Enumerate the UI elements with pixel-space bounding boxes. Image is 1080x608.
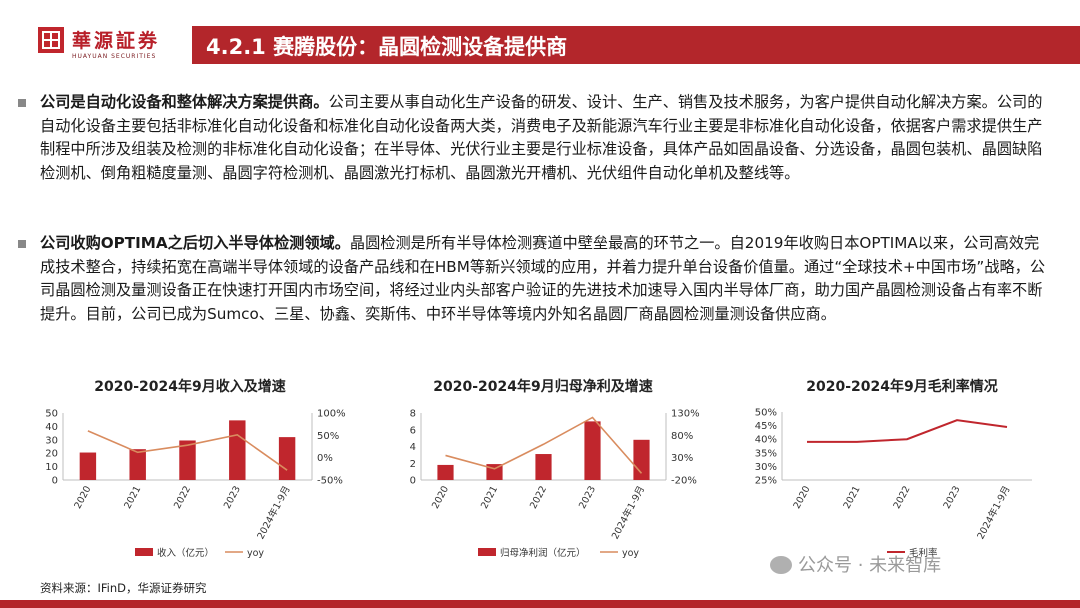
y-tick-label: 35% <box>755 448 777 459</box>
x-tick-label: 2020 <box>792 484 813 511</box>
legend-label: yoy <box>247 548 264 559</box>
bar <box>278 437 296 480</box>
brand-name-en: HUAYUAN SECURITIES <box>72 53 157 60</box>
y-tick-label: 2 <box>410 459 416 470</box>
x-tick-label: 2022 <box>172 484 193 511</box>
watermark-text: 公众号 · 未来智库 <box>798 555 942 576</box>
chart-title: 2020-2024年9月归母净利及增速 <box>433 379 653 395</box>
x-tick-label: 2024年1-9月 <box>609 484 647 541</box>
x-tick-label: 2020 <box>72 484 93 511</box>
y-tick-label: 50% <box>317 431 339 442</box>
paragraph-optima: 公司收购OPTIMA之后切入半导体检测领域。晶圆检测是所有半导体检测赛道中壁垒最… <box>18 232 1050 326</box>
y-tick-label: 30% <box>755 462 777 473</box>
series-line <box>87 430 288 471</box>
logo-icon <box>38 27 64 53</box>
y-tick-label: 40 <box>45 422 58 433</box>
page-title: 4.2.1 赛腾股份：晶圆检测设备提供商 <box>206 35 568 59</box>
legend-label: 收入（亿元） <box>157 547 214 559</box>
y-tick-label: 0 <box>410 476 416 487</box>
series-line <box>807 419 1008 443</box>
x-tick-label: 2021 <box>122 484 143 511</box>
legend-swatch <box>478 548 496 556</box>
y-tick-label: 80% <box>671 431 693 442</box>
bullet-icon <box>18 99 26 107</box>
net-profit-chart-plot: 0 2 4 6 8 -20% 30% 80% 130% 2020 2021 2022 2023 2024年… <box>410 409 700 560</box>
x-tick-label: 2024年1-9月 <box>255 484 293 541</box>
x-tick-label: 2022 <box>528 484 549 511</box>
y-tick-label: 8 <box>410 409 416 420</box>
chart-title: 2020-2024年9月毛利率情况 <box>806 379 998 395</box>
y-tick-label: -20% <box>671 476 697 487</box>
watermark: 公众号 · 未来智库 <box>770 551 941 577</box>
bar <box>229 420 246 480</box>
bullet-icon <box>18 240 26 248</box>
x-tick-label: 2021 <box>479 484 500 511</box>
bar <box>584 421 601 480</box>
bar <box>179 440 196 480</box>
x-tick-label: 2021 <box>842 484 863 511</box>
legend-label: 毛利率 <box>909 547 938 559</box>
chart-title: 2020-2024年9月收入及增速 <box>94 379 286 395</box>
paragraph-lead: 公司收购OPTIMA之后切入半导体检测领域。 <box>40 234 350 252</box>
slide-header: 華源証券 HUAYUAN SECURITIES 4.2.1 赛腾股份：晶圆检测设… <box>0 0 1080 70</box>
net-profit-chart: 2020-2024年9月归母净利及增速 0 2 4 6 8 -20% 30% 80% 130% 2… <box>378 368 708 590</box>
revenue-chart-plot: 0 10 20 30 40 50 -50% 0% 50% 100% 2020 2021 2022 2023… <box>45 409 346 560</box>
gross-margin-chart-plot: 25% 30% 35% 40% 45% 50% 2020 2021 2022 2023 2024年1… <box>755 408 1032 559</box>
gross-margin-chart: 2020-2024年9月毛利率情况 25% 30% 35% 40% 45% 50% 2020… <box>742 368 1062 590</box>
x-tick-label: 2024年1-9月 <box>974 484 1012 541</box>
y-tick-label: 30% <box>671 453 693 464</box>
x-tick-label: 2022 <box>892 484 913 511</box>
bar <box>129 449 146 480</box>
legend-label: yoy <box>622 548 639 559</box>
legend-label: 归母净利润（亿元） <box>500 547 586 559</box>
y-tick-label: 50% <box>755 408 777 419</box>
revenue-chart: 2020-2024年9月收入及增速 0 10 20 30 40 50 -50% 0% 50% 10… <box>20 368 360 590</box>
title-bar: 4.2.1 赛腾股份：晶圆检测设备提供商 <box>192 26 1080 64</box>
bar <box>437 464 454 480</box>
paragraph-body: 晶圆检测是所有半导体检测赛道中壁垒最高的环节之一。自2019年收购日本OPTIM… <box>40 234 1046 323</box>
y-tick-label: 50 <box>45 409 58 420</box>
y-tick-label: 130% <box>671 409 700 420</box>
paragraph-lead: 公司是自动化设备和整体解决方案提供商。 <box>40 93 329 111</box>
y-tick-label: 20 <box>45 449 58 460</box>
footer-rule <box>0 600 1080 608</box>
y-tick-label: 0% <box>317 453 333 464</box>
wechat-icon <box>770 556 792 574</box>
x-tick-label: 2023 <box>942 484 963 511</box>
y-tick-label: 6 <box>410 425 416 436</box>
y-tick-label: -50% <box>317 476 343 487</box>
y-tick-label: 10 <box>45 462 58 473</box>
y-tick-label: 0 <box>52 476 58 487</box>
legend-swatch <box>135 548 153 556</box>
y-tick-label: 100% <box>317 409 346 420</box>
bar <box>535 454 552 480</box>
y-tick-label: 25% <box>755 476 777 487</box>
series-line <box>445 416 643 474</box>
y-tick-label: 40% <box>755 435 777 446</box>
source-note: 资料来源：IFinD，华源证券研究 <box>40 581 207 595</box>
paragraph-body: 公司主要从事自动化生产设备的研发、设计、生产、销售及技术服务，为客户提供自动化解… <box>40 93 1043 182</box>
y-tick-label: 45% <box>755 421 777 432</box>
x-tick-label: 2023 <box>222 484 243 511</box>
bar <box>79 452 97 480</box>
paragraph-company-profile: 公司是自动化设备和整体解决方案提供商。公司主要从事自动化生产设备的研发、设计、生… <box>18 91 1050 185</box>
x-tick-label: 2020 <box>430 484 451 511</box>
brand-name: 華源証券 <box>72 30 161 52</box>
bar <box>633 439 650 480</box>
x-tick-label: 2023 <box>577 484 598 511</box>
y-tick-label: 4 <box>410 442 416 453</box>
y-tick-label: 30 <box>45 435 58 446</box>
